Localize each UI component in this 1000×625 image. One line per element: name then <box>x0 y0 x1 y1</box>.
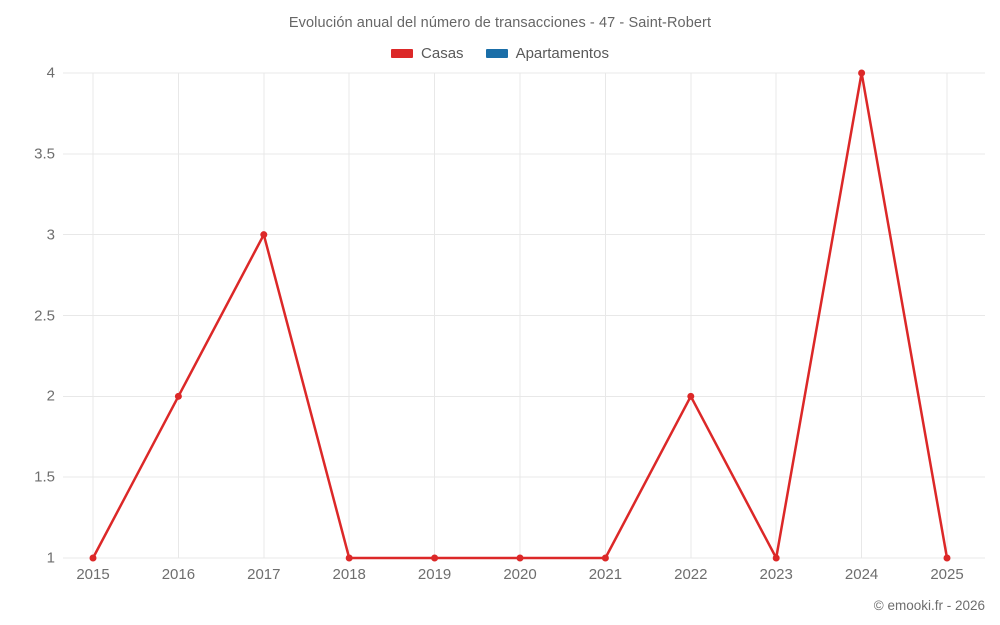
data-point-marker[interactable] <box>943 554 951 562</box>
x-axis-tick-label: 2024 <box>844 566 879 583</box>
gridlines-horizontal <box>63 72 985 559</box>
x-axis-tick-label: 2025 <box>930 566 964 583</box>
plot-area <box>63 69 985 562</box>
x-axis-tick-label: 2016 <box>161 566 196 583</box>
legend-label-apartamentos: Apartamentos <box>515 45 609 62</box>
series-markers <box>89 69 951 562</box>
x-axis-tick-label: 2020 <box>503 566 537 583</box>
x-axis-tick-label: 2022 <box>674 566 708 583</box>
legend-item-apartamentos[interactable]: Apartamentos <box>485 45 609 62</box>
gridlines-vertical <box>92 73 948 558</box>
y-axis-tick-label: 2.5 <box>34 307 55 324</box>
y-axis-tick-label: 3.5 <box>34 145 55 163</box>
data-point-marker[interactable] <box>687 392 695 400</box>
data-point-marker[interactable] <box>89 554 97 562</box>
x-axis-tick-labels: 2015 2016 2017 2018 2019 2020 2021 2022 2023 2024… <box>63 566 985 588</box>
y-axis-tick-label: 4 <box>46 64 55 82</box>
legend-swatch-icon-apartamentos <box>485 49 508 58</box>
y-axis-tick-label: 3 <box>46 226 55 244</box>
data-point-marker[interactable] <box>260 231 268 239</box>
credit-text: © emooki.fr - 2026 <box>873 598 985 613</box>
y-axis-tick-label: 1 <box>46 549 55 567</box>
x-axis-tick-label: 2023 <box>759 566 793 583</box>
data-point-marker[interactable] <box>516 554 524 562</box>
data-point-marker[interactable] <box>601 554 609 562</box>
y-axis-tick-label: 1.5 <box>34 468 55 486</box>
x-axis-tick-label: 2019 <box>417 566 452 583</box>
y-axis-tick-labels: 1 1.5 2 2.5 3 3.5 4 <box>0 65 55 567</box>
x-axis-tick-label: 2021 <box>588 566 623 583</box>
legend-label-casas: Casas <box>421 45 464 62</box>
data-point-marker[interactable] <box>174 392 182 400</box>
plot-svg <box>63 69 985 562</box>
legend-item-casas[interactable]: Casas <box>391 46 464 61</box>
data-point-marker[interactable] <box>858 69 866 77</box>
data-point-marker[interactable] <box>431 554 439 562</box>
x-axis-tick-label: 2015 <box>76 566 110 583</box>
x-axis-tick-label: 2017 <box>247 566 281 583</box>
y-axis-tick-label: 2 <box>46 387 55 405</box>
chart-legend: Casas Apartamentos <box>0 46 1000 61</box>
chart-title: Evolución anual del número de transaccio… <box>288 15 712 31</box>
data-point-marker[interactable] <box>772 554 780 562</box>
legend-swatch-icon-casas <box>391 49 414 58</box>
data-point-marker[interactable] <box>345 554 353 562</box>
x-axis-tick-label: 2018 <box>332 566 366 583</box>
